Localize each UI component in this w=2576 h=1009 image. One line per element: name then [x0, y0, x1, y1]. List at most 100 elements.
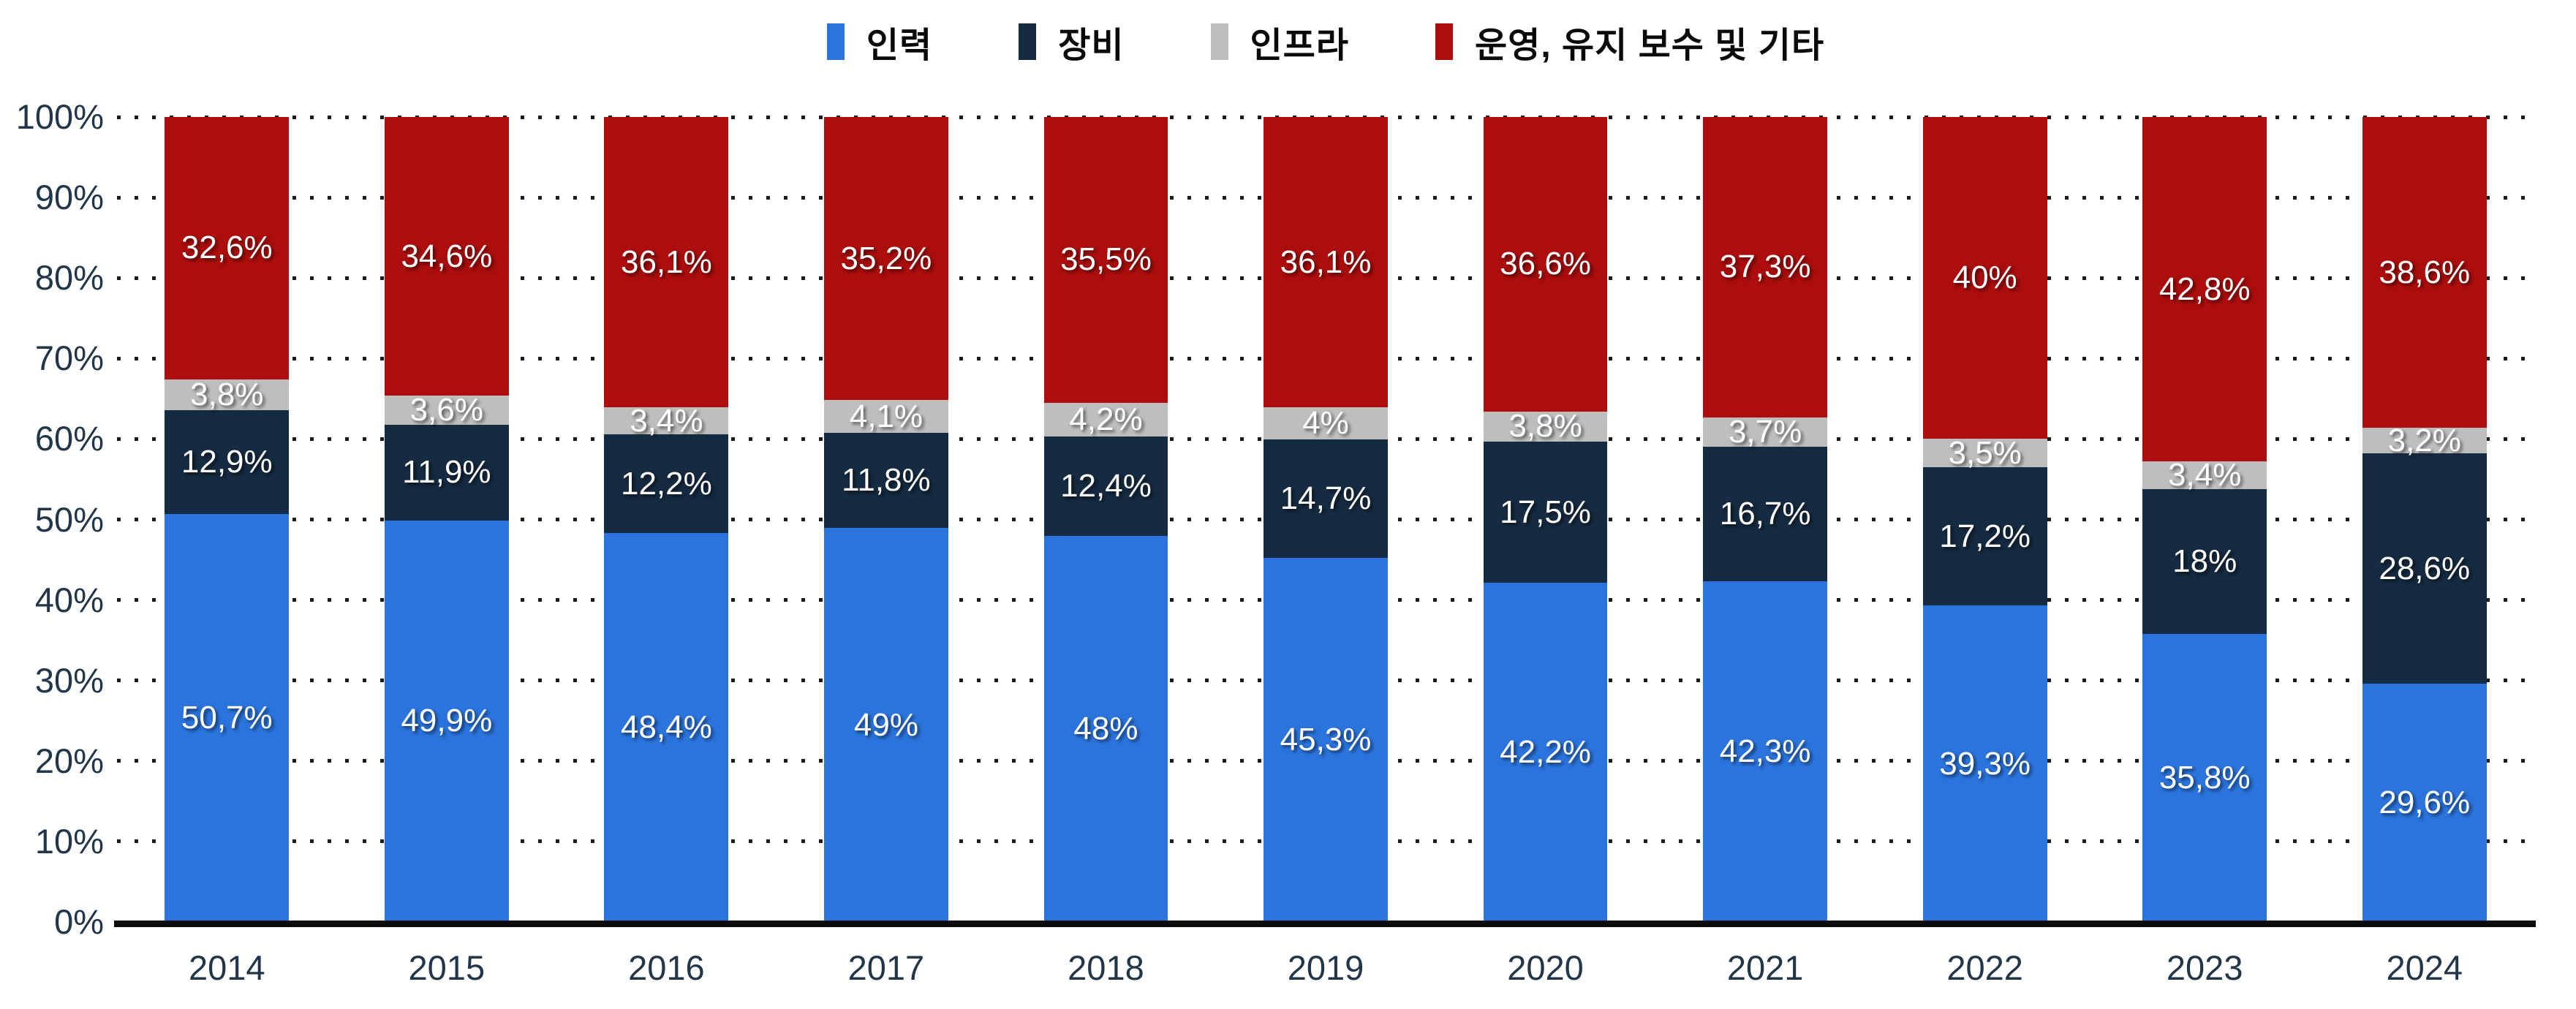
segment-infrastructure-2022: 3,5%	[1922, 435, 2047, 471]
data-label-operations-2018: 35,5%	[1060, 241, 1152, 278]
data-label-equipment-2014: 12,9%	[181, 443, 273, 480]
data-label-infrastructure-2019: 4%	[1302, 405, 1349, 442]
segment-infrastructure-2015: 3,6%	[384, 392, 509, 428]
segment-operations-2024: 38,6%	[2362, 117, 2487, 428]
bar-group-2017: 49% 11,8% 4,1% 35,2%	[777, 117, 997, 922]
segment-equipment-2014: 12,9%	[165, 409, 290, 514]
legend-label-equipment: 장비	[1058, 26, 1125, 65]
segment-personnel-2023: 35,8%	[2142, 633, 2267, 922]
data-label-personnel-2015: 49,9%	[401, 703, 493, 739]
data-label-equipment-2023: 18%	[2172, 543, 2237, 579]
segment-operations-2020: 36,6%	[1483, 117, 1608, 412]
data-label-personnel-2014: 50,7%	[181, 699, 273, 736]
x-axis-line	[114, 921, 2536, 927]
segment-equipment-2015: 11,9%	[384, 424, 509, 521]
y-tick-90pct: 90%	[34, 178, 104, 217]
bar-group-2020: 42,2% 17,5% 3,8% 36,6%	[1435, 117, 1655, 922]
y-tick-60pct: 60%	[34, 419, 104, 458]
y-tick-40pct: 40%	[34, 580, 104, 619]
segment-equipment-2016: 12,2%	[604, 434, 729, 533]
data-label-infrastructure-2018: 4,2%	[1069, 401, 1143, 437]
bar-group-2024: 29,6% 28,6% 3,2% 38,6%	[2314, 117, 2534, 922]
segment-operations-2021: 37,3%	[1703, 117, 1827, 417]
bars: 50,7% 12,9% 3,8% 32,6% 49,9% 11,9% 3,6% 34,6% 48…	[117, 117, 2534, 922]
y-tick-70pct: 70%	[34, 339, 104, 378]
y-tick-50pct: 50%	[34, 499, 104, 539]
bar-group-2022: 39,3% 17,2% 3,5% 40%	[1875, 117, 2095, 922]
y-tick-10pct: 10%	[34, 821, 104, 861]
legend-item-operations: 운영, 유지 보수 및 기타	[1435, 16, 1824, 67]
segment-operations-2017: 35,2%	[824, 117, 948, 401]
bar-stack-2015: 49,9% 11,9% 3,6% 34,6%	[384, 117, 509, 922]
segment-personnel-2014: 50,7%	[165, 513, 290, 922]
gridline-100pct	[117, 115, 2534, 119]
bar-stack-2021: 42,3% 16,7% 3,7% 37,3%	[1703, 117, 1827, 922]
segment-infrastructure-2016: 3,4%	[604, 403, 729, 439]
x-tick-2020: 2020	[1507, 948, 1584, 987]
data-label-equipment-2017: 11,8%	[842, 462, 931, 499]
data-label-infrastructure-2022: 3,5%	[1948, 434, 2022, 471]
y-tick-0pct: 0%	[54, 902, 104, 941]
legend-marker-personnel-icon	[826, 23, 845, 60]
segment-infrastructure-2018: 4,2%	[1043, 401, 1168, 437]
data-label-operations-2024: 38,6%	[2379, 254, 2471, 290]
plot-area: 50,7% 12,9% 3,8% 32,6% 49,9% 11,9% 3,6% 34,6% 48…	[117, 115, 2534, 922]
data-label-operations-2015: 34,6%	[401, 238, 493, 274]
segment-personnel-2017: 49%	[824, 528, 948, 922]
segment-infrastructure-2023: 3,4%	[2142, 457, 2267, 493]
segment-infrastructure-2024: 3,2%	[2362, 423, 2487, 458]
segment-operations-2018: 35,5%	[1043, 117, 1168, 403]
bar-stack-2019: 45,3% 14,7% 4% 36,1%	[1264, 117, 1388, 922]
bar-stack-2022: 39,3% 17,2% 3,5% 40%	[1922, 117, 2047, 922]
legend-marker-operations-icon	[1435, 23, 1453, 60]
data-label-infrastructure-2020: 3,8%	[1508, 408, 1582, 445]
legend: 인력 장비 인프라 운영, 유지 보수 및 기타	[117, 16, 2534, 67]
segment-operations-2022: 40%	[1922, 117, 2047, 439]
data-label-equipment-2024: 28,6%	[2379, 550, 2471, 586]
bar-stack-2014: 50,7% 12,9% 3,8% 32,6%	[165, 117, 290, 922]
segment-equipment-2019: 14,7%	[1264, 439, 1388, 558]
segment-infrastructure-2021: 3,7%	[1703, 414, 1827, 450]
data-label-operations-2020: 36,6%	[1500, 246, 1591, 282]
bar-group-2016: 48,4% 12,2% 3,4% 36,1%	[556, 117, 777, 922]
bar-stack-2017: 49% 11,8% 4,1% 35,2%	[824, 117, 948, 922]
data-label-personnel-2019: 45,3%	[1280, 721, 1372, 757]
bar-stack-2016: 48,4% 12,2% 3,4% 36,1%	[604, 117, 729, 922]
segment-personnel-2022: 39,3%	[1922, 605, 2047, 922]
legend-item-infrastructure: 인프라	[1210, 16, 1349, 67]
data-label-infrastructure-2021: 3,7%	[1728, 414, 1802, 450]
x-tick-2021: 2021	[1726, 948, 1804, 987]
segment-infrastructure-2017: 4,1%	[824, 398, 948, 434]
data-label-personnel-2021: 42,3%	[1719, 733, 1811, 770]
segment-equipment-2017: 11,8%	[824, 433, 948, 529]
x-tick-2014: 2014	[188, 948, 265, 987]
legend-item-equipment: 장비	[1019, 16, 1124, 67]
data-label-equipment-2020: 17,5%	[1500, 494, 1591, 530]
bar-group-2019: 45,3% 14,7% 4% 36,1%	[1216, 117, 1436, 922]
data-label-personnel-2020: 42,2%	[1500, 733, 1591, 770]
data-label-operations-2023: 42,8%	[2158, 271, 2251, 307]
segment-personnel-2019: 45,3%	[1264, 557, 1388, 922]
segment-infrastructure-2019: 4%	[1264, 405, 1388, 442]
segment-equipment-2018: 12,4%	[1043, 436, 1168, 537]
x-tick-2023: 2023	[2166, 948, 2243, 987]
y-axis-labels: 0% 10% 20% 30% 40% 50% 60% 70% 80% 90% 100%	[0, 97, 104, 941]
legend-marker-infrastructure-icon	[1210, 23, 1228, 60]
bar-stack-2018: 48% 12,4% 4,2% 35,5%	[1043, 117, 1168, 922]
data-label-operations-2019: 36,1%	[1280, 243, 1372, 280]
bar-stack-2024: 29,6% 28,6% 3,2% 38,6%	[2362, 117, 2487, 922]
x-axis-labels: 2014 2015 2016 2017 2018 2019 2020 2021 2022 2023…	[117, 948, 2534, 988]
data-label-infrastructure-2015: 3,6%	[409, 391, 483, 428]
data-label-operations-2017: 35,2%	[840, 240, 932, 276]
data-label-infrastructure-2023: 3,4%	[2168, 456, 2242, 493]
x-tick-2018: 2018	[1068, 948, 1144, 987]
legend-item-personnel: 인력	[826, 16, 932, 67]
x-tick-2015: 2015	[408, 948, 486, 987]
bar-group-2015: 49,9% 11,9% 3,6% 34,6%	[337, 117, 557, 922]
segment-infrastructure-2020: 3,8%	[1483, 408, 1608, 444]
x-tick-2024: 2024	[2386, 948, 2463, 987]
segment-personnel-2015: 49,9%	[384, 520, 509, 922]
segment-personnel-2018: 48%	[1043, 536, 1168, 922]
data-label-personnel-2023: 35,8%	[2158, 759, 2251, 796]
